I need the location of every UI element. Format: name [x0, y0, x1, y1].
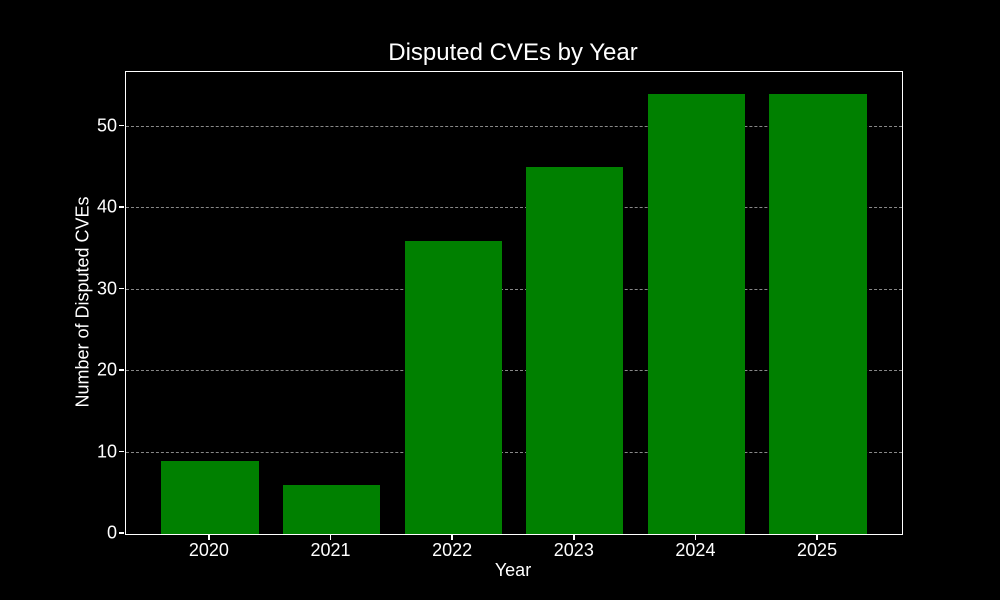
x-tick-mark-2024: [694, 534, 697, 540]
y-tick-mark-30: [119, 287, 124, 290]
x-tick-mark-2025: [816, 534, 818, 540]
x-tick-mark-2020: [208, 534, 210, 540]
y-tick-mark-0: [119, 532, 124, 534]
gridline-20: [126, 370, 902, 372]
y-tick-label-20: 20: [96, 359, 117, 380]
x-tick-label-2023: 2023: [553, 540, 594, 560]
y-tick-label-10: 10: [96, 441, 117, 462]
chart-title: Disputed CVEs by Year: [388, 39, 638, 66]
y-tick-label-30: 30: [96, 278, 117, 299]
y-tick-mark-10: [119, 450, 124, 453]
x-tick-mark-2023: [573, 534, 575, 540]
x-tick-label-2022: 2022: [432, 540, 473, 560]
x-tick-label-2020: 2020: [188, 540, 229, 560]
x-tick-mark-2021: [329, 534, 332, 540]
y-tick-mark-20: [119, 369, 124, 371]
y-tick-label-40: 40: [96, 196, 117, 217]
gridline-50: [126, 125, 902, 127]
bar-2021: [282, 485, 381, 534]
gridline-30: [126, 288, 902, 290]
bar-2025: [769, 94, 867, 534]
x-axis-label: Year: [494, 560, 532, 580]
x-tick-label-2024: 2024: [675, 540, 716, 560]
bar-2022: [404, 240, 502, 534]
x-tick-label-2021: 2021: [310, 540, 351, 560]
bar-2023: [526, 167, 624, 534]
gridline-40: [126, 207, 902, 209]
plot-area: [125, 71, 903, 535]
y-tick-label-0: 0: [106, 522, 117, 543]
y-tick-mark-50: [119, 124, 124, 127]
bar-2020: [161, 460, 259, 534]
y-tick-label-50: 50: [96, 115, 117, 136]
y-tick-mark-40: [119, 206, 124, 208]
gridline-10: [126, 451, 902, 453]
x-tick-label-2025: 2025: [797, 540, 838, 560]
x-tick-mark-2022: [451, 534, 453, 540]
bar-2024: [647, 94, 746, 534]
